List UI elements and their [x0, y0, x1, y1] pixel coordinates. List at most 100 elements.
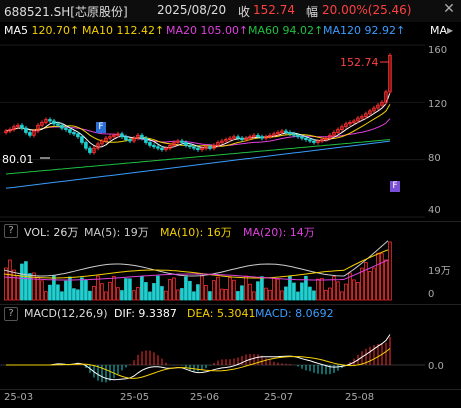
more-icon[interactable]: ▸ — [447, 23, 454, 37]
candle-body — [124, 136, 128, 140]
candle-body — [172, 142, 176, 146]
volume-bar — [124, 278, 128, 301]
candle-body — [188, 144, 192, 148]
candle-body — [204, 146, 208, 149]
candle-body — [248, 136, 252, 139]
candle-body — [152, 144, 156, 148]
volume-bar — [60, 291, 64, 301]
volume-bar — [384, 259, 388, 301]
volume-bar — [4, 267, 8, 301]
candle-body — [80, 136, 84, 143]
volume-bar — [172, 277, 176, 301]
volume-bar — [220, 288, 224, 301]
ma-legend: MA5 120.70↑ MA10 112.42↑ MA20 105.00↑ MA… — [0, 23, 461, 39]
marker-f-2[interactable]: F — [390, 181, 400, 192]
volume-bar — [56, 284, 60, 301]
volume-bar — [244, 275, 248, 301]
candle-body — [28, 132, 32, 136]
vol-tick-19w: 19万 — [428, 266, 451, 277]
candle-body — [272, 133, 276, 136]
vol-tick-0: 0 — [428, 289, 435, 300]
candle-body — [184, 142, 188, 146]
volume-bar — [304, 275, 308, 301]
close-value: 152.74 — [253, 3, 295, 17]
candle-body — [344, 123, 348, 128]
candle-body — [68, 129, 72, 133]
candle-body — [56, 123, 60, 126]
candle-body — [96, 143, 100, 149]
volume-bar — [108, 281, 112, 301]
candle-body — [324, 137, 328, 140]
candle-body — [296, 134, 300, 138]
candle-body — [156, 146, 160, 149]
candle-body — [180, 140, 184, 143]
volume-bar — [28, 273, 32, 301]
candle-body — [160, 147, 164, 151]
volume-bar — [168, 279, 172, 301]
volume-bar — [120, 290, 124, 301]
volume-bar — [328, 287, 332, 301]
volume-bar — [224, 289, 228, 301]
help-icon[interactable]: ? — [4, 307, 18, 321]
candle-body — [300, 136, 304, 139]
volume-bar — [352, 279, 356, 301]
volume-bar — [96, 275, 100, 301]
candle-body — [192, 146, 196, 149]
candle-body — [132, 137, 136, 142]
volume-bar — [200, 275, 204, 301]
volume-bar — [256, 281, 260, 301]
separator — [0, 221, 461, 222]
volume-bar — [324, 289, 328, 301]
candle-body — [228, 137, 232, 140]
volume-bar — [320, 277, 324, 301]
volume-bar — [232, 279, 236, 301]
macd-dea-line — [6, 348, 391, 379]
macd-dif-line — [6, 334, 391, 381]
volume-bar — [104, 291, 108, 301]
volume-bar — [228, 277, 232, 301]
volume-bar — [344, 283, 348, 301]
candle-body — [284, 130, 288, 133]
x-tick-label: 25-03 — [4, 392, 34, 403]
candle-body — [384, 91, 388, 103]
volume-bar — [128, 278, 132, 301]
volume-title: VOL: 26万 — [24, 226, 79, 239]
macd-dif: DIF: 9.3387 — [114, 307, 177, 320]
candle-body — [336, 129, 340, 133]
volume-bar — [184, 276, 188, 301]
volume-bar — [80, 277, 84, 301]
volume-bar — [196, 284, 200, 301]
candle-body — [120, 133, 124, 138]
volume-bar — [252, 291, 256, 301]
change-value: 20.00%(25.46) — [322, 3, 412, 17]
volume-bar — [44, 291, 48, 301]
low-label: 80.01 — [2, 153, 34, 166]
close-icon[interactable]: ✕ — [443, 1, 455, 17]
marker-f-1[interactable]: F — [96, 122, 106, 133]
candle-body — [368, 110, 372, 115]
stock-code: 688521.SH[芯原股份] — [4, 5, 128, 19]
candle-body — [164, 147, 168, 151]
candle-body — [16, 124, 20, 128]
candle-body — [64, 127, 68, 130]
candle-body — [320, 139, 324, 142]
volume-bar — [248, 283, 252, 301]
candle-body — [76, 133, 80, 138]
volume-bar — [180, 288, 184, 301]
volume-ma5-line — [3, 240, 389, 277]
candle-body — [268, 134, 272, 138]
help-icon[interactable]: ? — [4, 224, 18, 238]
volume-bar — [364, 262, 368, 301]
volume-ma20: MA(20): 14万 — [243, 226, 315, 239]
candle-body — [144, 137, 148, 143]
candle-body — [72, 132, 76, 135]
volume-bar — [348, 272, 352, 301]
volume-bar — [260, 276, 264, 301]
volume-bar — [88, 290, 92, 301]
candle-body — [140, 134, 144, 139]
candle-body — [92, 147, 96, 153]
volume-legend: ? VOL: 26万 MA(5): 19万 MA(10): 16万 MA(20)… — [0, 223, 461, 239]
macd-title: MACD(12,26,9) — [24, 307, 108, 320]
ma-legend-item-ma10: MA10 112.42↑ — [82, 24, 165, 37]
candle-body — [108, 136, 112, 139]
